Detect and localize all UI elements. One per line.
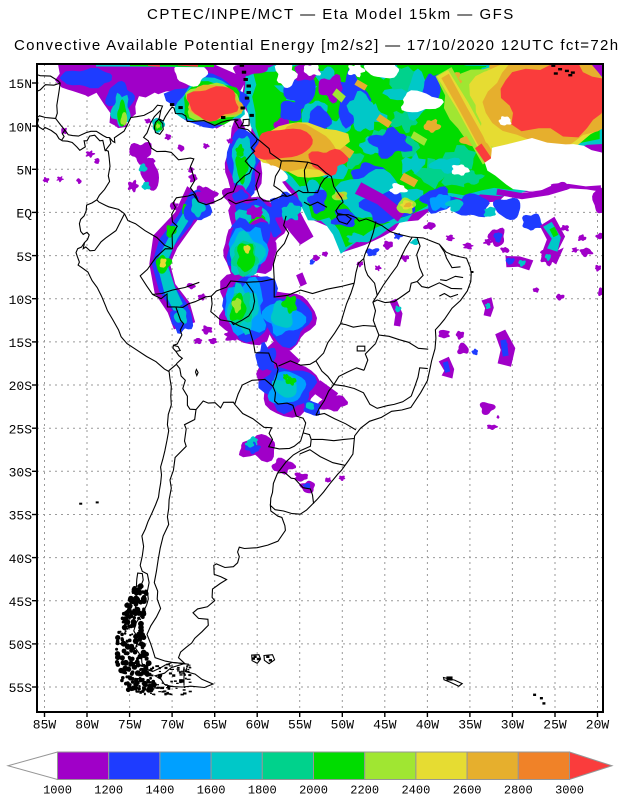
svg-text:55W: 55W	[288, 718, 312, 733]
svg-text:CPTEC/INPE/MCT — Eta Model 15: CPTEC/INPE/MCT — Eta Model 15km — GFS	[147, 6, 515, 23]
svg-text:15N: 15N	[9, 77, 32, 92]
svg-text:35S: 35S	[9, 509, 33, 524]
svg-text:85W: 85W	[33, 718, 57, 733]
svg-text:25W: 25W	[543, 718, 567, 733]
svg-text:5S: 5S	[16, 250, 32, 265]
svg-text:2600: 2600	[453, 784, 482, 798]
svg-text:5N: 5N	[16, 164, 32, 179]
svg-text:45W: 45W	[373, 718, 397, 733]
svg-text:10N: 10N	[9, 120, 32, 135]
svg-text:2400: 2400	[401, 784, 430, 798]
svg-text:40W: 40W	[416, 718, 440, 733]
svg-text:50W: 50W	[331, 718, 355, 733]
svg-text:75W: 75W	[118, 718, 142, 733]
svg-text:1000: 1000	[43, 784, 72, 798]
svg-text:30W: 30W	[501, 718, 525, 733]
svg-text:35W: 35W	[458, 718, 482, 733]
svg-text:15S: 15S	[9, 336, 33, 351]
svg-text:10S: 10S	[9, 293, 33, 308]
svg-text:30S: 30S	[9, 466, 33, 481]
svg-text:60W: 60W	[245, 718, 269, 733]
svg-text:45S: 45S	[9, 595, 33, 610]
svg-text:2800: 2800	[504, 784, 533, 798]
svg-text:65W: 65W	[203, 718, 227, 733]
svg-text:70W: 70W	[160, 718, 184, 733]
svg-text:2200: 2200	[350, 784, 379, 798]
svg-text:2000: 2000	[299, 784, 328, 798]
svg-text:1600: 1600	[197, 784, 226, 798]
svg-text:50S: 50S	[9, 638, 33, 653]
svg-text:1200: 1200	[94, 784, 123, 798]
svg-text:40S: 40S	[9, 552, 33, 567]
svg-text:20S: 20S	[9, 379, 33, 394]
svg-text:Convective Available Potential: Convective Available Potential Energy [m…	[14, 37, 618, 54]
svg-text:EQ: EQ	[16, 207, 32, 222]
svg-text:1400: 1400	[145, 784, 174, 798]
svg-text:3000: 3000	[555, 784, 584, 798]
svg-text:1800: 1800	[248, 784, 277, 798]
svg-text:80W: 80W	[75, 718, 99, 733]
svg-text:25S: 25S	[9, 422, 33, 437]
svg-text:20W: 20W	[586, 718, 610, 733]
svg-text:55S: 55S	[9, 681, 33, 696]
